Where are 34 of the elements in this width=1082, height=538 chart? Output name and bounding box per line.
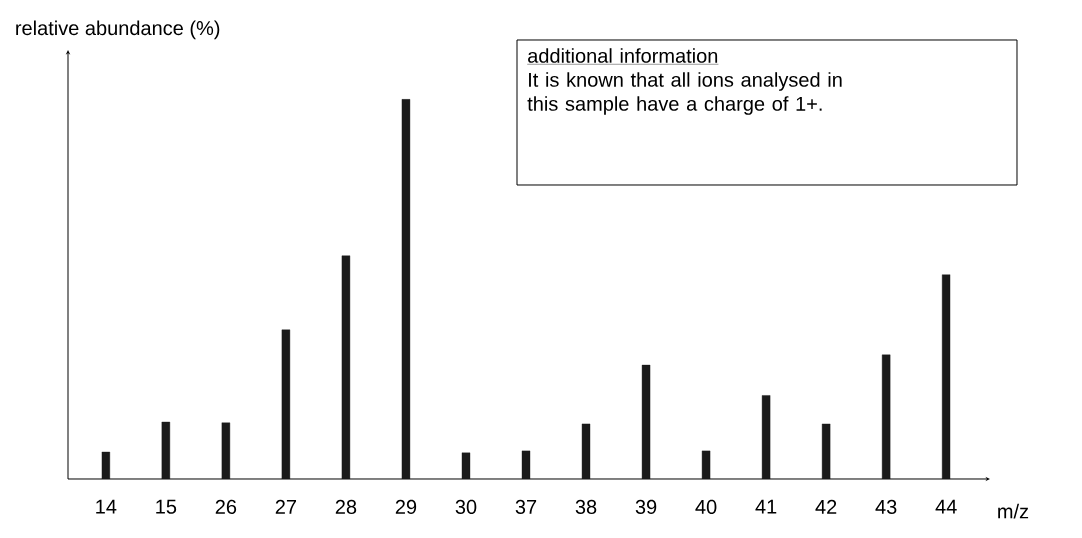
x-tick-label: 27 (275, 499, 297, 514)
bar (101, 451, 111, 479)
x-axis-title: m/z (998, 503, 1029, 519)
x-tick-label: 44 (935, 499, 957, 514)
text: additional information (528, 48, 718, 63)
annotation: It is known that all ions analysed in this sample have a charge of 1+. (527, 72, 842, 115)
bar (281, 329, 291, 479)
bar (341, 255, 351, 479)
bar (641, 364, 651, 479)
x-tick-label: 30 (455, 499, 477, 514)
x-tick-label: 39 (635, 499, 657, 514)
bar (461, 452, 471, 479)
x-tick-label: 14 (96, 499, 117, 514)
x-tick-label: 28 (335, 499, 357, 514)
x-tick-label: 15 (156, 499, 177, 514)
bar (821, 423, 831, 479)
y-axis-title: relative abundance (%) (16, 20, 220, 40)
bar (701, 450, 711, 479)
x-tick-label: 40 (695, 499, 717, 514)
bar (221, 422, 231, 479)
x-tick-label: 29 (395, 499, 417, 514)
x-tick-label: 41 (755, 499, 777, 514)
bar (401, 99, 411, 479)
bar (521, 450, 531, 479)
x-tick-label: 26 (215, 499, 237, 514)
bar (161, 421, 171, 479)
bar (881, 354, 891, 479)
x-tick-label: 37 (515, 499, 537, 514)
bar (761, 395, 771, 479)
bar (581, 423, 591, 479)
x-tick-label: 42 (815, 499, 837, 514)
x-tick-label: 38 (575, 499, 597, 514)
x-tick-label: 43 (875, 499, 897, 514)
bar (941, 274, 951, 479)
